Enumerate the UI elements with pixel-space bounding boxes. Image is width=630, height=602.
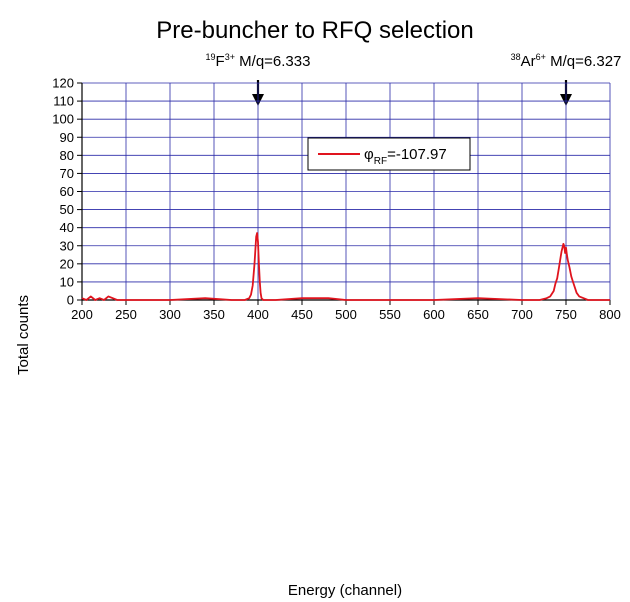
mass-to-charge: M/q=6.327 — [546, 53, 621, 70]
legend-subscript: RF — [374, 156, 387, 167]
x-tick-label: 300 — [159, 307, 181, 322]
y-tick-label: 100 — [52, 112, 74, 127]
y-tick-label: 110 — [53, 94, 74, 109]
mass-number: 38 — [511, 52, 521, 62]
x-tick-label: 650 — [467, 307, 489, 322]
x-tick-label: 500 — [335, 307, 357, 322]
y-tick-label: 0 — [67, 293, 74, 308]
peak-annotations: 19F3+ M/q=6.333 38Ar6+ M/q=6.327 — [206, 52, 622, 106]
plot-panels: 0 10 20 30 40 50 60 70 80 90 100 110 120 200 250 300 350… — [52, 76, 621, 323]
ion-symbol: F — [216, 53, 225, 70]
annotation-label: 19F3+ M/q=6.333 — [206, 52, 311, 70]
y-tick-label: 60 — [60, 184, 74, 199]
x-tick-label: 350 — [203, 307, 225, 322]
y-tick-label: 10 — [60, 274, 74, 289]
series-line — [81, 232, 610, 301]
x-tick-label: 200 — [71, 307, 93, 322]
y-tick-label: 20 — [60, 256, 74, 271]
y-tick-label: 80 — [60, 148, 74, 163]
legend-label: φRF=-107.97 — [364, 146, 447, 167]
x-tick-label: 700 — [511, 307, 533, 322]
x-tick-label: 550 — [379, 307, 401, 322]
charge-state: 3+ — [225, 52, 235, 62]
x-axis-label: Energy (channel) — [288, 582, 402, 599]
y-tick-label: 40 — [60, 220, 74, 235]
annotation-label: 38Ar6+ M/q=6.327 — [511, 52, 622, 70]
annotation-1: 19F3+ M/q=6.333 — [206, 52, 311, 106]
x-tick-label: 800 — [599, 307, 621, 322]
y-tick-label: 120 — [52, 76, 74, 91]
ion-symbol: Ar — [521, 53, 536, 70]
legend-symbol: φ — [364, 146, 374, 163]
x-tick-label: 450 — [291, 307, 313, 322]
mass-to-charge: M/q=6.333 — [235, 53, 310, 70]
legend: φRF=-107.97 — [307, 137, 471, 171]
mass-number: 19 — [206, 52, 216, 62]
x-tick-label: 600 — [423, 307, 445, 322]
y-tick-label: 70 — [60, 166, 74, 181]
legend-value: =-107.97 — [387, 146, 447, 163]
y-tick-label: 30 — [60, 238, 74, 253]
chart-title: Pre-buncher to RFQ selection — [156, 17, 473, 44]
x-tick-label: 250 — [115, 307, 137, 322]
y-axis-label: Total counts — [15, 295, 32, 375]
y-tick-label: 90 — [60, 130, 74, 145]
panel-1: 0 10 20 30 40 50 60 70 80 90 100 110 120 200 250 300 350… — [52, 76, 621, 323]
charge-state: 6+ — [536, 52, 546, 62]
x-tick-label: 400 — [247, 307, 269, 322]
x-tick-label: 750 — [555, 307, 577, 322]
y-tick-label: 50 — [60, 202, 74, 217]
